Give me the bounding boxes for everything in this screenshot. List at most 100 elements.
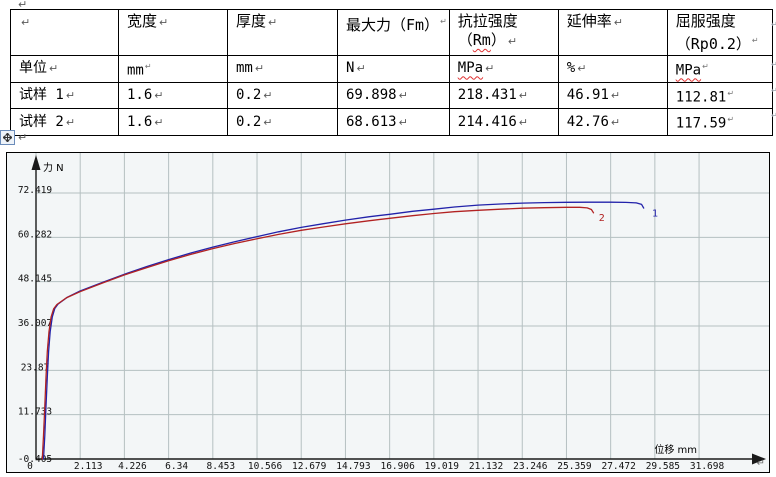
- tick-labels: 0 2.113 4.226 6.34 8.453 10.566 12.679 14.793 16…: [18, 185, 725, 472]
- svg-text:4.226: 4.226: [118, 461, 147, 472]
- axis-titles: 力 N 位移 mm: [43, 161, 697, 456]
- specimen-1-label-cell[interactable]: 试样 1 ↵: [10, 81, 119, 110]
- unit-cell-max-force[interactable]: N ↵: [337, 55, 450, 83]
- paragraph-mark: ↵: [159, 16, 169, 29]
- row-end-mark: ↵: [771, 60, 776, 69]
- specimen-1-elongation[interactable]: 46.91 ↵: [557, 81, 668, 110]
- paragraph-mark: ↵: [756, 458, 765, 469]
- cell-value: 42.76: [566, 113, 609, 130]
- svg-text:0: 0: [27, 461, 33, 472]
- unit-value: N: [346, 60, 355, 77]
- row-end-mark: ↵: [771, 20, 776, 29]
- cell-value: 1.6: [127, 86, 153, 103]
- svg-text:12.679: 12.679: [292, 461, 327, 472]
- header-label: （: [457, 31, 473, 49]
- header-cell-empty[interactable]: ↵: [10, 9, 119, 56]
- specimen-1-thickness[interactable]: 0.2 ↵: [227, 81, 338, 110]
- paragraph-mark: ↵: [610, 88, 621, 102]
- row-label: 试样 2: [19, 113, 64, 130]
- specimen-2-elongation[interactable]: 42.76 ↵: [557, 108, 668, 136]
- move-arrows-icon: [3, 133, 12, 142]
- spellcheck-word: MPa: [675, 62, 702, 79]
- specimen-1-yield-strength[interactable]: 112.81↵: [666, 81, 773, 110]
- paragraph-mark: ↵: [398, 115, 408, 129]
- header-label: 屈服强度: [675, 12, 736, 30]
- cell-value: 69.898: [346, 86, 397, 103]
- paragraph-mark: ↵: [268, 16, 278, 29]
- paragraph-mark: ↵: [613, 16, 623, 29]
- paragraph-mark: ↵: [49, 62, 59, 76]
- svg-text:2: 2: [599, 213, 605, 224]
- table-header-row: ↵ 宽度 ↵ 厚度 ↵ 最大力（Fm）↵ 抗拉强度 （Rm） ↵ 延伸率 ↵ 屈服强度 …: [10, 9, 773, 56]
- header-cell-elongation[interactable]: 延伸率 ↵: [557, 9, 668, 56]
- svg-text:29.585: 29.585: [646, 461, 680, 472]
- specimen-2-width[interactable]: 1.6 ↵: [118, 108, 228, 136]
- cell-value: 0.2: [236, 113, 262, 130]
- spellcheck-word: Rm: [472, 31, 491, 49]
- svg-text:6.34: 6.34: [165, 461, 188, 472]
- axes: [31, 155, 766, 465]
- spellcheck-word: MPa: [457, 60, 484, 77]
- row-label: 单位: [19, 60, 47, 77]
- specimen-2-tensile-strength[interactable]: 214.416 ↵: [448, 108, 559, 136]
- header-cell-yield-strength[interactable]: 屈服强度 （Rp0.2） ↵: [666, 9, 773, 56]
- paragraph-mark: ↵: [610, 115, 621, 129]
- paragraph-mark: ↵: [356, 62, 366, 76]
- header-label: （Rp0.2）: [675, 35, 751, 53]
- paragraph-mark: ↵: [518, 88, 528, 102]
- unit-value: mm: [236, 60, 253, 77]
- unit-row-label-cell[interactable]: 单位 ↵: [10, 55, 119, 83]
- paragraph-mark: ↵: [263, 115, 273, 129]
- svg-text:36.007: 36.007: [18, 318, 52, 329]
- specimen-2-label-cell[interactable]: 试样 2 ↵: [10, 108, 119, 136]
- svg-text:10.566: 10.566: [248, 461, 283, 472]
- header-cell-max-force[interactable]: 最大力（Fm）↵: [337, 9, 450, 56]
- paragraph-mark: ↵: [65, 115, 76, 129]
- specimen-2-yield-strength[interactable]: 117.59↵: [666, 108, 773, 136]
- unit-value: mm: [127, 62, 144, 79]
- svg-text:-0.405: -0.405: [18, 454, 52, 465]
- header-label: 最大力（Fm）: [346, 16, 440, 34]
- object-move-handle-icon[interactable]: [0, 130, 15, 145]
- specimen-1-width[interactable]: 1.6 ↵: [118, 81, 228, 110]
- force-displacement-chart-object[interactable]: 0 2.113 4.226 6.34 8.453 10.566 12.679 14.793 16…: [6, 152, 770, 473]
- series-end-labels: 12: [599, 208, 658, 224]
- cell-value: 1.6: [127, 113, 153, 130]
- cell-value: 68.613: [346, 113, 397, 130]
- unit-cell-yield-strength[interactable]: MPa↵: [666, 55, 773, 83]
- unit-cell-width[interactable]: mm↵: [118, 55, 228, 83]
- header-cell-tensile-strength[interactable]: 抗拉强度 （Rm） ↵: [448, 9, 559, 56]
- specimen-1-max-force[interactable]: 69.898 ↵: [337, 81, 450, 110]
- svg-text:14.793: 14.793: [336, 461, 370, 472]
- paragraph-mark: ↵: [144, 62, 152, 71]
- unit-cell-tensile-strength[interactable]: MPa ↵: [448, 55, 559, 83]
- paragraph-mark: ↵: [727, 88, 735, 98]
- cell-value: 112.81: [675, 89, 727, 106]
- unit-cell-thickness[interactable]: mm ↵: [227, 55, 338, 83]
- paragraph-mark: ↵: [702, 62, 709, 71]
- svg-text:60.282: 60.282: [18, 229, 52, 240]
- unit-row: 单位 ↵ mm↵ mm ↵ N ↵ MPa ↵ % ↵ MPa↵: [10, 55, 773, 83]
- header-cell-width[interactable]: 宽度 ↵: [118, 9, 228, 56]
- specimen-1-row: 试样 1 ↵ 1.6 ↵ 0.2 ↵ 69.898 ↵ 218.431 ↵ 46.91 ↵ …: [10, 81, 773, 110]
- svg-text:72.419: 72.419: [18, 185, 53, 196]
- header-cell-thickness[interactable]: 厚度 ↵: [227, 9, 338, 56]
- specimen-2-max-force[interactable]: 68.613 ↵: [337, 108, 450, 136]
- svg-text:23.87: 23.87: [21, 362, 50, 373]
- svg-text:位移 mm: 位移 mm: [654, 443, 697, 456]
- row-end-mark: ↵: [771, 111, 776, 120]
- paragraph-mark: ↵: [254, 62, 265, 76]
- svg-text:25.359: 25.359: [557, 461, 592, 472]
- paragraph-mark: ↵: [518, 115, 528, 129]
- paragraph-mark: ↵: [727, 115, 735, 125]
- cell-value: 0.2: [236, 86, 262, 103]
- unit-cell-elongation[interactable]: % ↵: [557, 55, 668, 83]
- paragraph-mark: ↵: [577, 62, 587, 76]
- specimen-2-thickness[interactable]: 0.2 ↵: [227, 108, 338, 136]
- header-label: ）: [490, 31, 506, 49]
- paragraph-mark: ↵: [18, 131, 28, 144]
- specimen-2-row: 试样 2 ↵ 1.6 ↵ 0.2 ↵ 68.613 ↵ 214.416 ↵ 42.76 ↵ …: [10, 108, 773, 136]
- row-end-mark: ↵: [771, 86, 776, 95]
- specimen-1-tensile-strength[interactable]: 218.431 ↵: [448, 81, 559, 110]
- paragraph-mark: ↵: [398, 88, 408, 102]
